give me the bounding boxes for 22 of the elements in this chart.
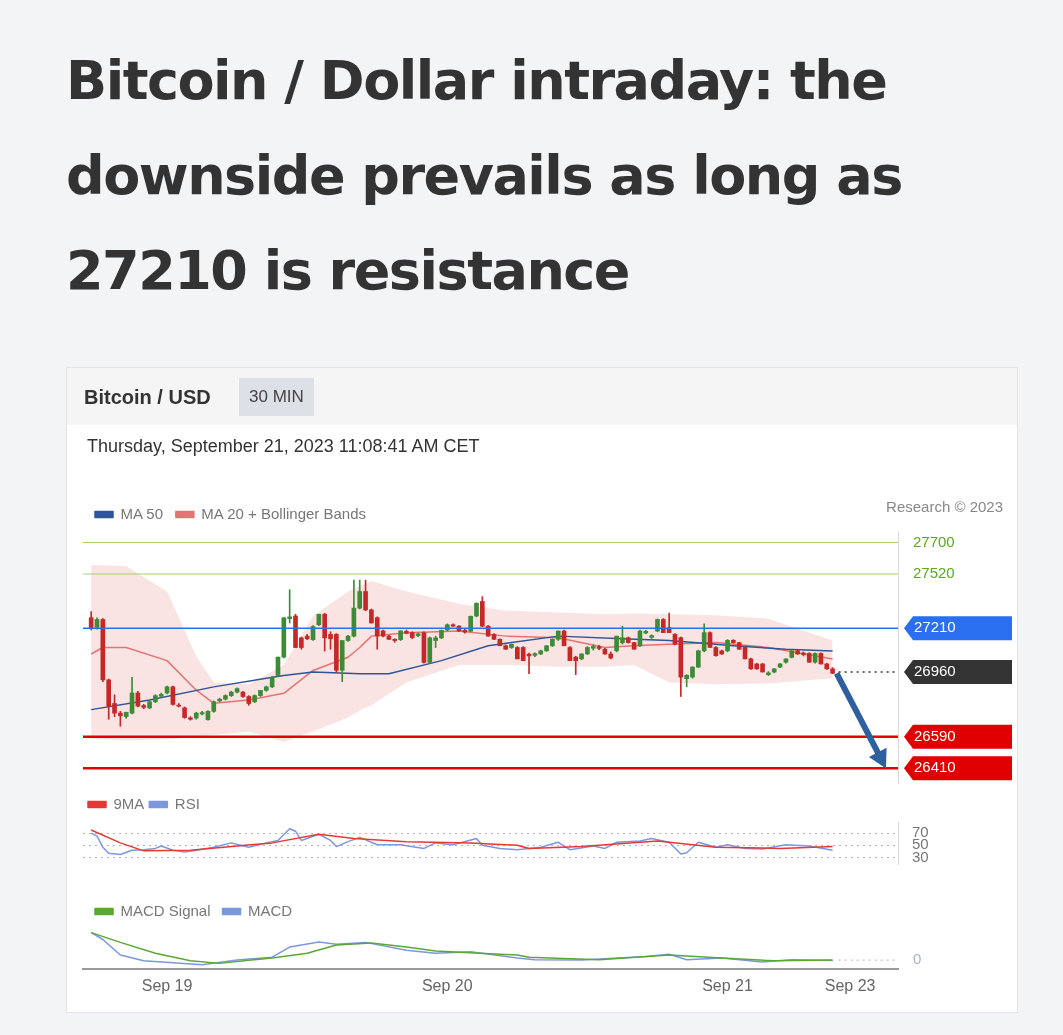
ref-line-label: 27700 (913, 532, 955, 550)
ref-line-label: 26960 (914, 662, 956, 680)
chart-title: Bitcoin / Dollar intraday: the downside prevails as long as 27210 is resistance (66, 48, 903, 304)
ref-line-label: 26590 (914, 726, 956, 744)
chart-subtitle: Thursday, September 21, 2023 11:08:41 AM CET (87, 436, 480, 457)
x-tick-label: Sep 19 (141, 976, 193, 994)
legend-label: RSI (174, 794, 200, 812)
text: 30 MIN (239, 378, 314, 416)
legend-label: MA 50 (120, 504, 164, 522)
x-tick-label: Sep 20 (421, 976, 473, 994)
x-tick-label: Sep 21 (702, 976, 753, 994)
x-tick-label: Sep 23 (824, 976, 876, 994)
legend-label: MA 20 + Bollinger Bands (201, 504, 367, 522)
text: Bitcoin / USD (84, 386, 211, 409)
ref-line-label: 26410 (914, 758, 956, 776)
ref-line-label: 27520 (913, 564, 955, 582)
legend-label: MACD (248, 901, 293, 919)
legend-label: 9MA (113, 794, 145, 812)
ref-line-label: 27210 (914, 618, 956, 636)
text: Research © 2023 (886, 498, 1003, 515)
legend-label: MACD Signal (120, 901, 211, 919)
ref-line-label: 0 (913, 950, 922, 968)
